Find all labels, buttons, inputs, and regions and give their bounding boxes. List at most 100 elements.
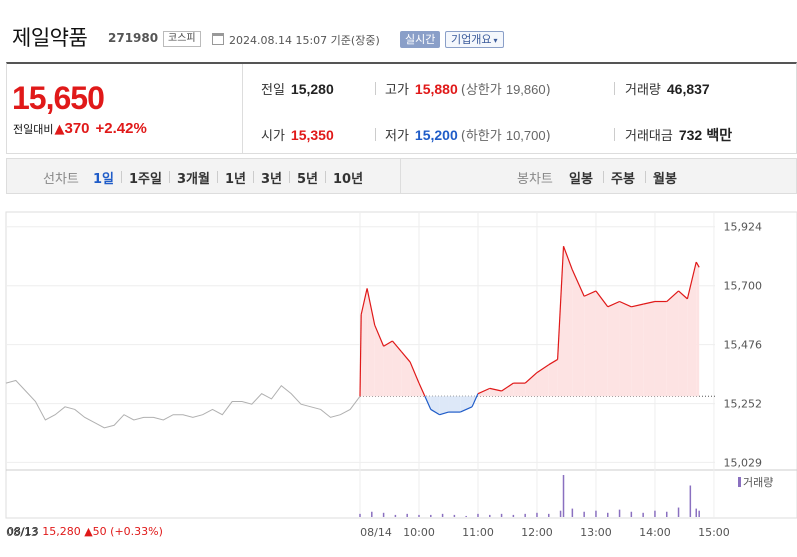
price-segment-up <box>619 300 632 308</box>
volume-bar <box>477 513 479 517</box>
area-segment <box>572 269 585 397</box>
trade-amount: 거래대금 732 백만 <box>625 125 732 145</box>
stat-divider <box>375 82 376 95</box>
tab-10year[interactable]: 10년 <box>333 172 364 187</box>
tab-weekly-candle[interactable]: 주봉 <box>611 172 635 187</box>
volume-bar <box>524 513 526 517</box>
prev-day-change: 50 <box>92 525 107 538</box>
tab-5year[interactable]: 5년 <box>297 172 319 187</box>
area-segment <box>696 262 700 397</box>
price-segment-down <box>460 406 473 413</box>
price-segment-up <box>607 300 620 308</box>
area-segment <box>563 246 573 397</box>
volume-bar <box>583 511 585 517</box>
volume-bars <box>359 475 700 517</box>
volume-bar <box>654 510 656 517</box>
price-segment-up <box>391 340 402 352</box>
volume-bar <box>453 514 456 517</box>
realtime-button[interactable]: 실시간 <box>400 31 441 48</box>
price-segment-up <box>695 261 700 268</box>
x-tick-label: 12:00 <box>521 526 553 539</box>
volume-bar <box>665 511 668 517</box>
area-segment <box>643 301 655 397</box>
price-segment-down <box>424 396 432 410</box>
volume-bar <box>382 512 385 517</box>
candle-chart-label: 봉차트 <box>517 172 553 187</box>
area-segment <box>513 383 526 397</box>
volume-bar <box>562 475 565 517</box>
tab-monthly-candle[interactable]: 월봉 <box>653 172 677 187</box>
change-amount: 370 <box>64 120 90 137</box>
price-segment-up <box>501 382 514 392</box>
y-tick-label: 15,029 <box>724 456 763 469</box>
tab-1week[interactable]: 1주일 <box>129 172 162 187</box>
tab-1day[interactable]: 1일 <box>93 172 115 187</box>
volume: 거래량 46,837 <box>625 79 710 98</box>
area-segment <box>525 372 537 397</box>
price-segment-up <box>686 261 697 300</box>
volume-bar <box>371 511 373 517</box>
high-value: 15,880 <box>414 81 458 97</box>
price-segment-up <box>666 290 679 302</box>
open-label: 시가 <box>261 129 285 144</box>
prev-day-date: 08/13 <box>7 525 39 538</box>
price-segment-up <box>418 382 426 397</box>
calendar-icon <box>212 33 224 45</box>
chart-tab-bar: 선차트 1일 1주일 3개월 1년 3년 5년 10년 봉차트 일봉 주봉 월봉 <box>6 158 797 194</box>
volume-bar <box>512 514 515 517</box>
tab-3month[interactable]: 3개월 <box>177 172 210 187</box>
area-segment <box>392 341 402 397</box>
tab-3year[interactable]: 3년 <box>261 172 283 187</box>
tab-separator <box>217 171 218 183</box>
x-tick-label: 15:00 <box>698 526 730 539</box>
tab-separator <box>253 171 254 183</box>
price-segment-up <box>524 372 538 384</box>
company-overview-button[interactable]: 기업개요 ▾ <box>445 31 504 48</box>
chevron-down-icon: ▾ <box>493 36 498 45</box>
area-segment <box>536 364 549 397</box>
x-tick-label: 08/14 <box>360 526 392 539</box>
volume-bar <box>677 507 680 517</box>
prev-day-close: 15,280 <box>42 525 81 538</box>
amount-value: 732 <box>678 127 703 143</box>
price-segment-up <box>409 361 420 384</box>
price-segment-up <box>383 340 393 347</box>
tab-daily-candle[interactable]: 일봉 <box>569 172 593 187</box>
price-segment-up <box>571 269 585 297</box>
axis-labels: 15,924 15,700 15,476 15,252 15,029 08/14 10:00… <box>6 221 773 539</box>
area-segment <box>489 388 502 397</box>
area-segment <box>460 396 473 413</box>
change-percent: +2.42% <box>95 120 147 137</box>
up-arrow-icon: ▲ <box>54 122 65 137</box>
price-segment-up <box>489 387 502 392</box>
x-tick-label: 08/13 <box>6 526 38 539</box>
price-segment-up <box>548 358 558 366</box>
volume-bar <box>571 508 574 517</box>
x-tick-label: 10:00 <box>403 526 435 539</box>
tab-1year[interactable]: 1년 <box>225 172 247 187</box>
prev-day-info: 08/13 15,280 ▲50 (+0.33%) <box>7 525 163 538</box>
stock-title-bar: 제일약품 271980 코스피 2024.08.14 15:07 기준(장중) … <box>0 0 797 58</box>
x-tick-label: 14:00 <box>639 526 671 539</box>
line-chart-label: 선차트 <box>43 172 79 187</box>
lower-limit: (하한가 10,700) <box>460 128 551 144</box>
volume-bar <box>559 510 562 517</box>
volume-bar <box>489 514 491 517</box>
volume-bar <box>500 513 503 517</box>
amount-label: 거래대금 <box>625 129 673 144</box>
price-segment-up <box>678 290 688 300</box>
amount-unit: 백만 <box>706 127 733 143</box>
stat-divider <box>375 128 376 141</box>
price-segment-up <box>477 387 491 395</box>
price-segment-up <box>359 314 362 397</box>
price-lines <box>5 246 700 429</box>
y-tick-label: 15,252 <box>724 398 763 411</box>
high-label: 고가 <box>385 83 409 98</box>
tab-separator <box>603 171 604 183</box>
area-segment <box>374 325 384 397</box>
previous-day-line <box>5 379 361 429</box>
stock-name: 제일약품 <box>12 26 88 50</box>
area-segment <box>367 288 375 397</box>
current-price: 15,650 <box>12 80 105 116</box>
